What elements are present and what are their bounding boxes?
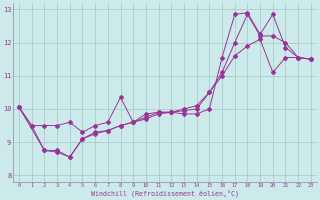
X-axis label: Windchill (Refroidissement éolien,°C): Windchill (Refroidissement éolien,°C)	[91, 190, 239, 197]
